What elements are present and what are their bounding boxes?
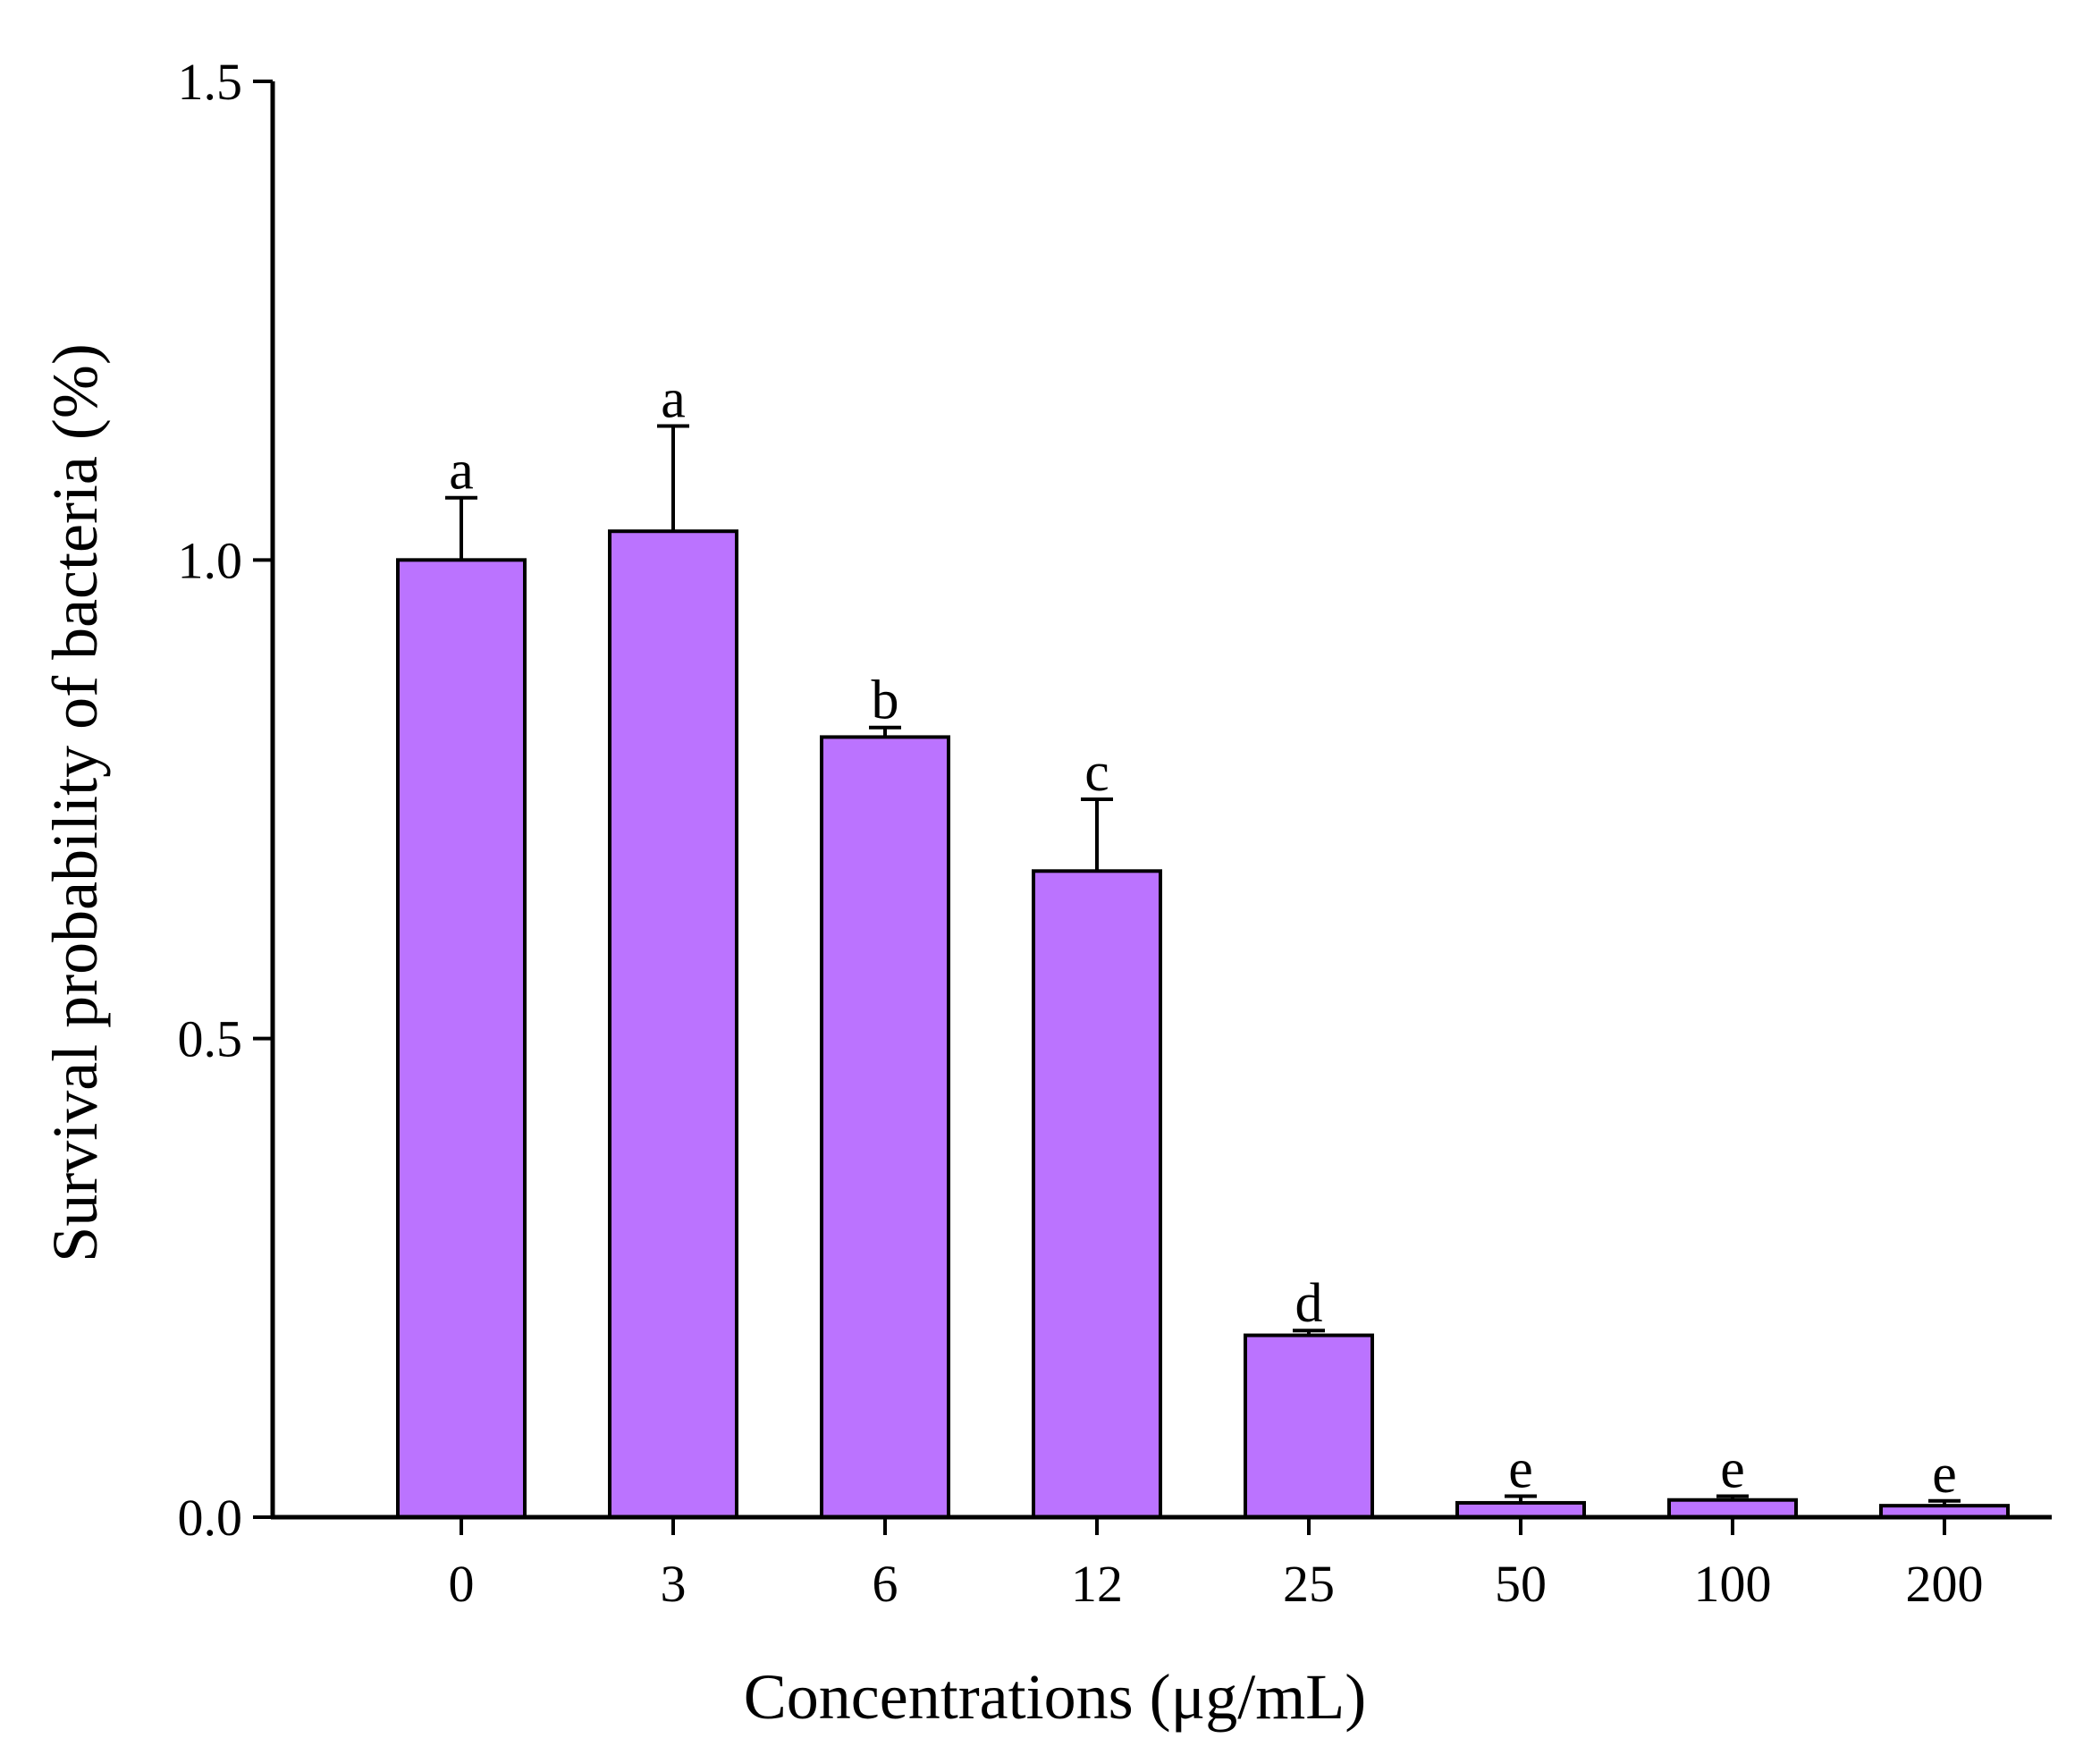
significance-label: e [1508,1439,1533,1499]
y-tick-label: 0.5 [178,1010,243,1068]
significance-label: c [1084,742,1109,803]
significance-label: b [872,671,899,731]
x-tick-label: 3 [661,1555,687,1613]
y-tick-label: 0.0 [178,1489,243,1547]
x-tick-label: 25 [1283,1555,1335,1613]
y-axis-title: Survival probability of bacteria (%) [39,343,111,1262]
y-tick-label: 1.0 [178,531,243,589]
x-tick-label: 12 [1071,1555,1123,1613]
bar [1032,869,1162,1519]
axes [253,80,2052,1535]
x-tick-label: 200 [1906,1555,1984,1613]
significance-label: a [661,368,686,429]
bar [608,529,738,1519]
significance-labels-layer: a a b c d e e e [449,368,1957,1504]
bar [396,558,527,1519]
tick-labels-layer: 0 3 6 12 25 50 100 200 0.0 0.5 1.0 1.5 [178,53,1984,1613]
significance-label: e [1932,1444,1957,1505]
significance-label: e [1720,1439,1745,1499]
x-tick-label: 50 [1495,1555,1547,1613]
x-axis-title: Concentrations (μg/mL) [744,1661,1366,1733]
bar [1244,1333,1374,1520]
error-bars-layer [445,424,1961,1506]
bar [820,735,950,1519]
x-tick-label: 6 [873,1555,898,1613]
x-tick-label: 100 [1694,1555,1772,1613]
y-tick-label: 1.5 [178,53,243,111]
bars-layer [396,529,2010,1520]
significance-label: d [1295,1273,1323,1334]
significance-label: a [449,441,474,502]
bar [1667,1498,1798,1520]
x-tick-label: 0 [449,1555,475,1613]
